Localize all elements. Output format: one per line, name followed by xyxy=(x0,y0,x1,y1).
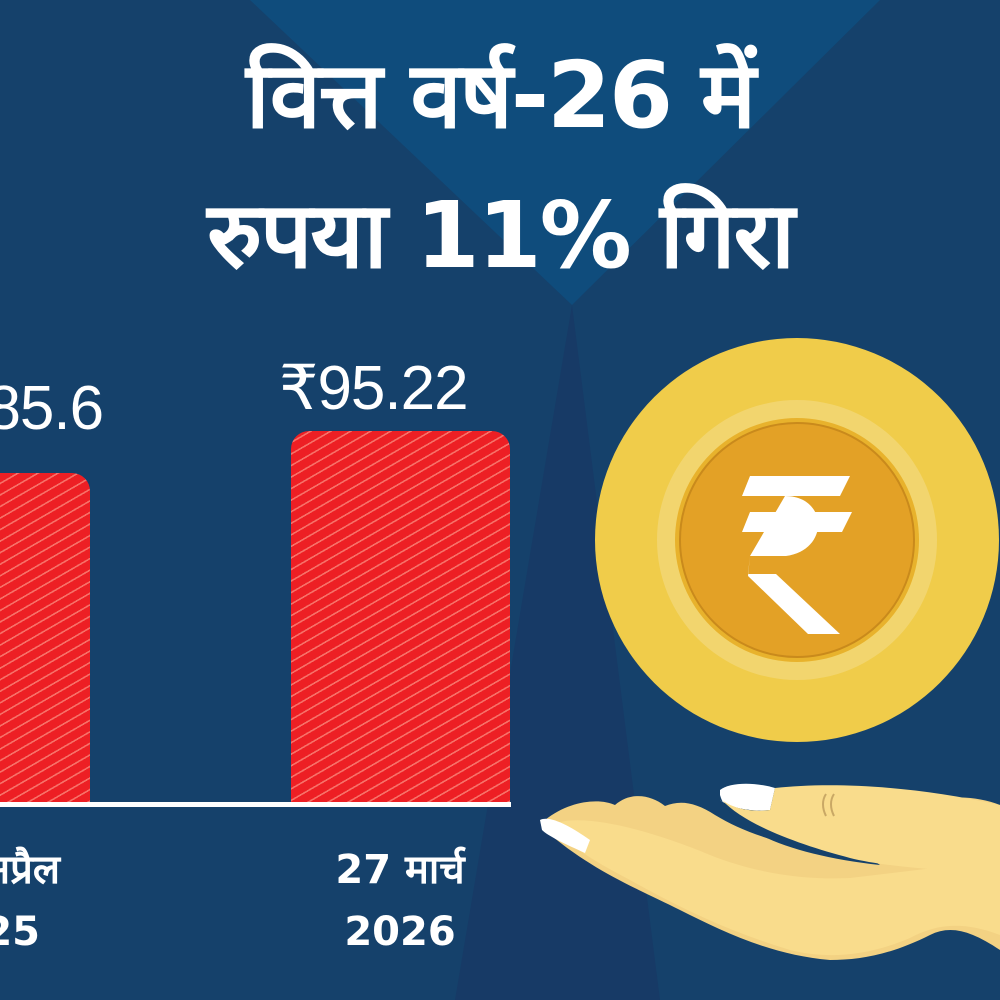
bar-date-label-1: 1 अप्रैल 2025 xyxy=(0,850,90,952)
bar-date-line1: 27 मार्च xyxy=(335,847,465,893)
open-hand-icon xyxy=(540,783,1000,960)
chart-baseline xyxy=(0,802,511,807)
bar-2 xyxy=(291,431,510,802)
page-title-line1: वित्त वर्ष-26 में xyxy=(245,42,756,149)
bar-date-line2: 2026 xyxy=(344,909,456,955)
bar-date-line2: 2025 xyxy=(0,909,40,955)
bar-date-label-2: 27 मार्च 2026 xyxy=(280,850,520,952)
bar-value-label-1: ₹85.6 xyxy=(0,374,104,443)
bar-value-label-2: ₹95.22 xyxy=(279,354,469,423)
rupee-coin-icon xyxy=(595,338,999,742)
bar-date-line1: 1 अप्रैल xyxy=(0,847,60,893)
background-top-triangle xyxy=(250,0,880,305)
bar-1 xyxy=(0,473,90,802)
page-title-line2: रुपया 11% गिरा xyxy=(207,182,795,289)
